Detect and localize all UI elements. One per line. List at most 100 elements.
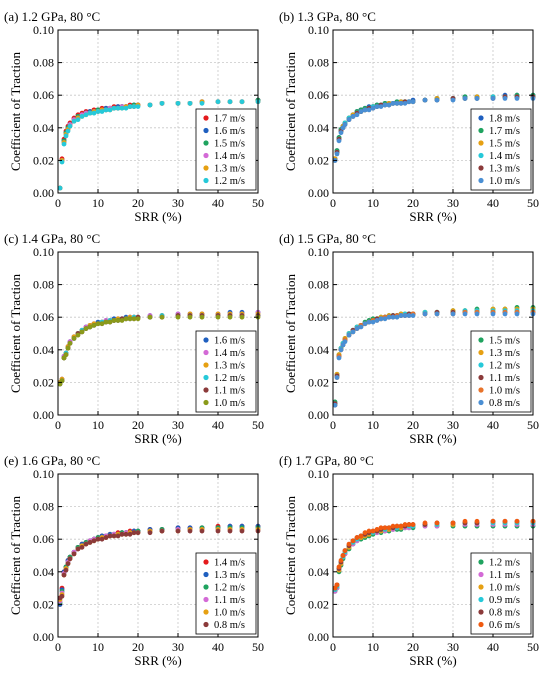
data-point xyxy=(87,540,93,545)
panel-title: (b) 1.3 GPa, 80 °C xyxy=(279,9,376,24)
data-point xyxy=(131,316,137,322)
legend-label: 1.4 m/s xyxy=(489,151,520,162)
legend-label: 1.6 m/s xyxy=(214,336,245,347)
x-tick-label: 10 xyxy=(367,196,379,210)
legend-box xyxy=(195,108,257,191)
x-tick-label: 50 xyxy=(252,418,264,432)
data-point xyxy=(406,522,412,527)
data-point xyxy=(398,523,404,529)
data-point xyxy=(394,100,400,106)
x-tick-label: 50 xyxy=(527,418,539,432)
legend: 1.7 m/s1.6 m/s 1.5 m/s1.4 m/s 1.3 m/s1.2 m… xyxy=(195,108,257,191)
data-point xyxy=(99,536,105,542)
legend-marker xyxy=(478,362,484,368)
x-tick-label: 10 xyxy=(92,196,104,210)
data-point xyxy=(63,567,69,573)
data-point xyxy=(410,99,416,105)
data-point xyxy=(123,316,129,322)
legend-label: 0.8 m/s xyxy=(489,608,520,619)
data-point xyxy=(378,104,384,110)
data-point xyxy=(410,313,416,318)
data-point xyxy=(83,326,89,332)
legend-marker xyxy=(478,374,484,381)
data-point xyxy=(115,533,121,539)
data-point xyxy=(147,102,153,108)
data-point xyxy=(370,105,376,111)
data-point xyxy=(434,311,440,317)
data-point xyxy=(59,593,65,599)
data-point xyxy=(450,520,456,526)
y-tick-label: 0.10 xyxy=(33,23,54,37)
y-tick-label: 0.02 xyxy=(33,375,54,389)
legend-marker xyxy=(478,399,484,406)
data-point xyxy=(107,533,113,539)
plot-frame xyxy=(332,473,534,638)
data-point xyxy=(474,518,480,524)
data-point xyxy=(334,582,340,588)
data-point xyxy=(107,319,113,325)
chart-panel: 0 10 20 30 40 50 0.00 0.02 0.04 0.06 0.08 0.10(b) 1… xyxy=(279,9,539,224)
data-point xyxy=(239,99,245,105)
data-point xyxy=(111,318,117,323)
data-point xyxy=(502,311,508,317)
legend-label: 1.3 m/s xyxy=(214,164,245,175)
data-point xyxy=(123,105,129,111)
data-point xyxy=(502,518,508,524)
data-point xyxy=(374,527,380,532)
data-point xyxy=(175,314,181,320)
data-point xyxy=(147,314,153,320)
data-point xyxy=(342,548,348,554)
plot-frame xyxy=(332,29,534,194)
plot-frame xyxy=(57,29,259,194)
y-tick-label: 0.06 xyxy=(308,88,329,102)
legend-box xyxy=(470,330,532,413)
data-point xyxy=(63,352,69,358)
legend-marker xyxy=(203,337,209,343)
data-point xyxy=(61,572,67,578)
y-tick-label: 0.10 xyxy=(33,467,54,481)
data-point xyxy=(187,528,193,534)
data-point xyxy=(111,533,117,539)
legend-marker xyxy=(203,374,209,381)
data-point xyxy=(95,109,101,114)
data-point xyxy=(398,313,404,318)
legend-marker xyxy=(203,609,209,615)
data-point xyxy=(406,313,412,318)
data-point xyxy=(358,324,364,330)
x-tick-label: 0 xyxy=(55,418,61,432)
x-tick-label: 10 xyxy=(367,418,379,432)
legend-label: 1.2 m/s xyxy=(214,176,245,187)
data-point xyxy=(434,520,440,526)
y-tick-label: 0.00 xyxy=(33,408,54,422)
x-tick-label: 30 xyxy=(172,418,184,432)
data-point xyxy=(370,319,376,325)
y-tick-label: 0.10 xyxy=(33,245,54,259)
x-tick-label: 0 xyxy=(55,640,61,654)
data-point xyxy=(338,347,344,353)
y-tick-label: 0.10 xyxy=(308,245,329,259)
legend: 1.5 m/s1.3 m/s 1.2 m/s1.1 m/s 1.0 m/s0.8 m… xyxy=(470,330,532,413)
data-point xyxy=(434,97,440,103)
y-tick-label: 0.06 xyxy=(308,310,329,324)
legend-label: 1.2 m/s xyxy=(489,361,520,372)
data-point xyxy=(336,138,342,144)
y-axis-label: Coefficient of Traction xyxy=(8,496,23,615)
data-point xyxy=(71,551,77,557)
data-point xyxy=(474,96,480,101)
data-point xyxy=(398,100,404,106)
chart-panel: 0 10 20 30 40 50 0.00 0.02 0.04 0.06 0.08 0.10(f) 1… xyxy=(279,453,539,668)
y-tick-label: 0.08 xyxy=(308,56,329,70)
data-point xyxy=(215,99,221,105)
data-point xyxy=(119,318,125,323)
data-point xyxy=(57,185,63,191)
data-point xyxy=(366,107,372,113)
legend-marker xyxy=(203,140,209,146)
y-tick-label: 0.02 xyxy=(308,153,329,167)
x-tick-label: 20 xyxy=(132,196,144,210)
legend-label: 1.5 m/s xyxy=(489,336,520,347)
legend-label: 1.7 m/s xyxy=(214,114,245,125)
data-point xyxy=(91,538,97,544)
data-point xyxy=(65,561,71,567)
data-point xyxy=(382,102,388,108)
y-tick-label: 0.04 xyxy=(308,343,329,357)
